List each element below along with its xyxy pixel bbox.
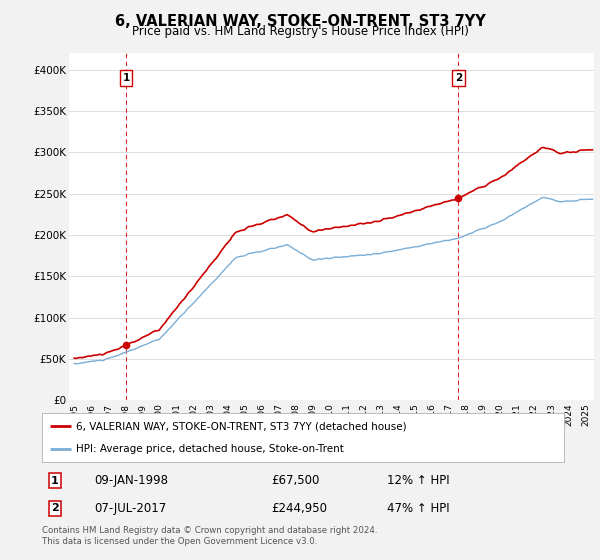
Text: 1: 1 bbox=[51, 476, 59, 486]
Text: Price paid vs. HM Land Registry's House Price Index (HPI): Price paid vs. HM Land Registry's House … bbox=[131, 25, 469, 38]
Text: 6, VALERIAN WAY, STOKE-ON-TRENT, ST3 7YY: 6, VALERIAN WAY, STOKE-ON-TRENT, ST3 7YY bbox=[115, 14, 485, 29]
Text: 2: 2 bbox=[51, 503, 59, 513]
Text: £244,950: £244,950 bbox=[272, 502, 328, 515]
Text: 07-JUL-2017: 07-JUL-2017 bbox=[94, 502, 166, 515]
Text: 12% ↑ HPI: 12% ↑ HPI bbox=[386, 474, 449, 487]
Text: 1: 1 bbox=[122, 73, 130, 83]
Text: 47% ↑ HPI: 47% ↑ HPI bbox=[386, 502, 449, 515]
Text: Contains HM Land Registry data © Crown copyright and database right 2024.
This d: Contains HM Land Registry data © Crown c… bbox=[42, 526, 377, 546]
Text: £67,500: £67,500 bbox=[272, 474, 320, 487]
Text: 6, VALERIAN WAY, STOKE-ON-TRENT, ST3 7YY (detached house): 6, VALERIAN WAY, STOKE-ON-TRENT, ST3 7YY… bbox=[76, 421, 407, 431]
Text: 09-JAN-1998: 09-JAN-1998 bbox=[94, 474, 168, 487]
Text: HPI: Average price, detached house, Stoke-on-Trent: HPI: Average price, detached house, Stok… bbox=[76, 444, 344, 454]
Text: 2: 2 bbox=[455, 73, 462, 83]
